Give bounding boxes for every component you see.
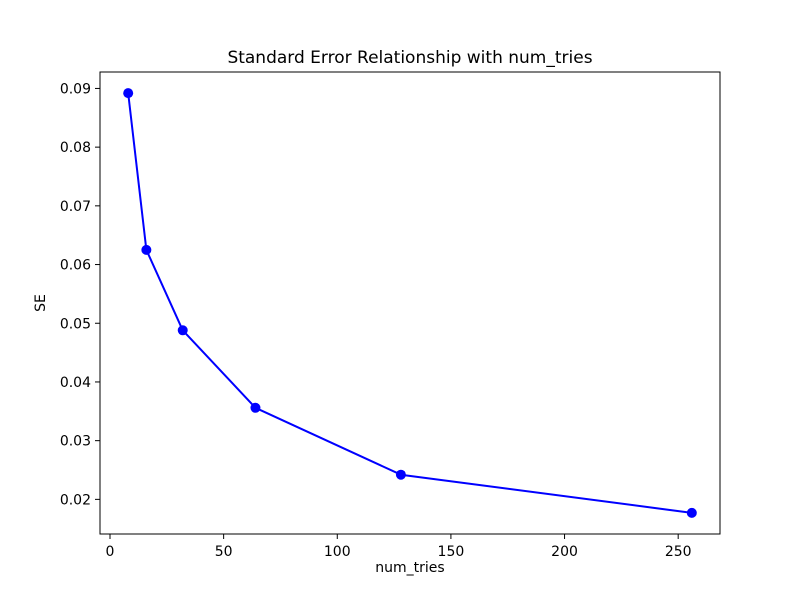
y-tick-label: 0.03 — [60, 434, 91, 450]
y-tick-label: 0.06 — [60, 258, 91, 274]
data-point — [686, 507, 697, 518]
data-point — [250, 402, 261, 413]
x-tick-label: 50 — [215, 544, 233, 560]
y-axis-label: SE — [33, 294, 49, 312]
y-tick-label: 0.09 — [60, 81, 91, 97]
x-axis-label: num_tries — [375, 560, 444, 576]
x-tick-label: 250 — [665, 544, 692, 560]
chart-title: Standard Error Relationship with num_tri… — [227, 48, 592, 68]
y-tick-label: 0.05 — [60, 316, 91, 332]
data-point — [395, 469, 406, 480]
y-tick-label: 0.02 — [60, 492, 91, 508]
plot-area: 0 50 100 150 200 250 0.02 0.03 0.04 0.05 0.06 0.07 0… — [60, 71, 721, 560]
data-line — [127, 92, 693, 514]
y-tick-label: 0.08 — [60, 140, 91, 156]
plot-border — [99, 71, 721, 535]
x-tick-label: 0 — [106, 544, 115, 560]
x-tick-label: 150 — [438, 544, 465, 560]
y-tick-label: 0.07 — [60, 199, 91, 215]
data-point — [123, 88, 134, 99]
x-tick-label: 100 — [324, 544, 351, 560]
y-tick-label: 0.04 — [60, 375, 91, 391]
data-point — [141, 244, 152, 255]
data-point — [177, 325, 188, 336]
x-tick-label: 200 — [551, 544, 578, 560]
